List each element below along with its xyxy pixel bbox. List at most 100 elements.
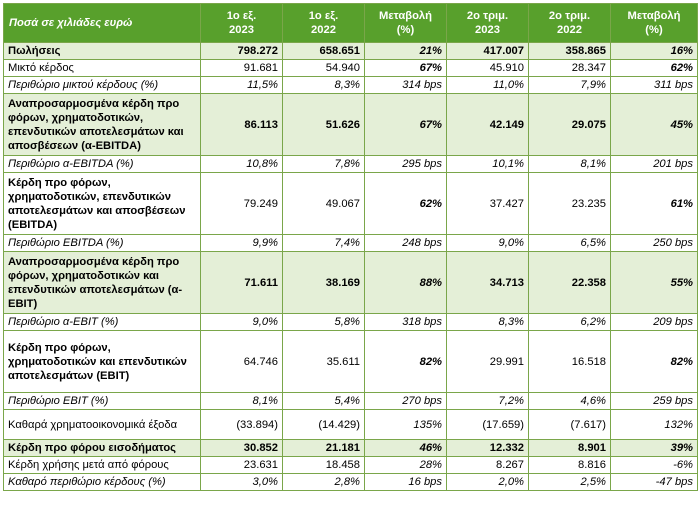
table-cell: 10,1% <box>446 155 529 173</box>
table-cell: 16 bps <box>364 473 447 491</box>
table-cell: 62% <box>364 172 447 235</box>
table-cell: 250 bps <box>610 234 698 252</box>
table-cell: 55% <box>610 251 698 314</box>
table-cell: 295 bps <box>364 155 447 173</box>
table-cell: 82% <box>610 330 698 393</box>
table-cell: 8.816 <box>528 456 611 474</box>
table-cell: 7,2% <box>446 392 529 410</box>
table-cell: 417.007 <box>446 42 529 60</box>
column-header: Μεταβολή (%) <box>610 3 698 43</box>
table-row: Κέρδη χρήσης μετά από φόρους 23.631 18.458… <box>3 456 698 474</box>
table-cell: 6,5% <box>528 234 611 252</box>
row-label: Κέρδη προ φόρου εισοδήματος <box>3 439 201 457</box>
table-cell: 54.940 <box>282 59 365 77</box>
table-cell: 79.249 <box>200 172 283 235</box>
table-cell: 67% <box>364 93 447 156</box>
table-row: Κέρδη προ φόρων, χρηματοδοτικών, επενδυτ… <box>3 172 698 235</box>
table-cell: 91.681 <box>200 59 283 77</box>
header-label: Ποσά σε χιλιάδες ευρώ <box>3 3 201 43</box>
row-label: Αναπροσαρμοσμένα κέρδη προ φόρων, χρηματ… <box>3 251 201 314</box>
row-label: Κέρδη προ φόρων, χρηματοδοτικών και επεν… <box>3 330 201 393</box>
table-cell: 39% <box>610 439 698 457</box>
row-label: Περιθώριο EBIT (%) <box>3 392 201 410</box>
table-cell: 8,3% <box>282 76 365 94</box>
table-cell: 21% <box>364 42 447 60</box>
table-cell: (33.894) <box>200 409 283 440</box>
table-cell: 82% <box>364 330 447 393</box>
row-label: Κέρδη προ φόρων, χρηματοδοτικών, επενδυτ… <box>3 172 201 235</box>
row-label: Καθαρό περιθώριο κέρδους (%) <box>3 473 201 491</box>
table-cell: 28% <box>364 456 447 474</box>
table-row: Αναπροσαρμοσμένα κέρδη προ φόρων, χρηματ… <box>3 251 698 314</box>
table-cell: 4,6% <box>528 392 611 410</box>
table-row: Περιθώριο EBITDA (%) 9,9% 7,4% 248 bps 9,0% 6… <box>3 234 698 252</box>
table-cell: 21.181 <box>282 439 365 457</box>
table-cell: 7,4% <box>282 234 365 252</box>
table-header-row: Ποσά σε χιλιάδες ευρώ 1ο εξ. 2023 1ο εξ. 202… <box>3 3 698 43</box>
table-cell: 11,0% <box>446 76 529 94</box>
table-cell: 5,8% <box>282 313 365 331</box>
row-label: Περιθώριο α-EBITDA (%) <box>3 155 201 173</box>
table-cell: 38.169 <box>282 251 365 314</box>
row-label: Αναπροσαρμοσμένα κέρδη προ φόρων, χρηματ… <box>3 93 201 156</box>
table-row: Περιθώριο α-EBIT (%) 9,0% 5,8% 318 bps 8,3% 6… <box>3 313 698 331</box>
table-cell: 22.358 <box>528 251 611 314</box>
table-cell: 8,3% <box>446 313 529 331</box>
table-row: Καθαρό περιθώριο κέρδους (%) 3,0% 2,8% 16 b… <box>3 473 698 491</box>
table-cell: 209 bps <box>610 313 698 331</box>
table-cell: 35.611 <box>282 330 365 393</box>
table-cell: 3,0% <box>200 473 283 491</box>
table-cell: 8.901 <box>528 439 611 457</box>
table-cell: 29.075 <box>528 93 611 156</box>
table-cell: 16.518 <box>528 330 611 393</box>
table-row: Πωλήσεις 798.272 658.651 21% 417.007 358.865 1… <box>3 42 698 60</box>
table-cell: (7.617) <box>528 409 611 440</box>
table-cell: 2,8% <box>282 473 365 491</box>
table-cell: 248 bps <box>364 234 447 252</box>
row-label: Καθαρά χρηματοοικονομικά έξοδα <box>3 409 201 440</box>
table-cell: 42.149 <box>446 93 529 156</box>
table-cell: (17.659) <box>446 409 529 440</box>
table-cell: 270 bps <box>364 392 447 410</box>
table-cell: 311 bps <box>610 76 698 94</box>
column-header: 1ο εξ. 2022 <box>282 3 365 43</box>
table-cell: 9,0% <box>446 234 529 252</box>
table-cell: 8,1% <box>200 392 283 410</box>
column-header: 2ο τριμ. 2023 <box>446 3 529 43</box>
table-cell: 71.611 <box>200 251 283 314</box>
row-label: Πωλήσεις <box>3 42 201 60</box>
table-cell: 6,2% <box>528 313 611 331</box>
table-cell: 86.113 <box>200 93 283 156</box>
table-cell: 2,0% <box>446 473 529 491</box>
table-cell: 49.067 <box>282 172 365 235</box>
table-cell: 29.991 <box>446 330 529 393</box>
table-cell: 37.427 <box>446 172 529 235</box>
table-cell: 314 bps <box>364 76 447 94</box>
column-header: Μεταβολή (%) <box>364 3 447 43</box>
table-cell: 9,0% <box>200 313 283 331</box>
table-cell: 658.651 <box>282 42 365 60</box>
table-cell: 132% <box>610 409 698 440</box>
table-row: Περιθώριο EBIT (%) 8,1% 5,4% 270 bps 7,2% 4,6… <box>3 392 698 410</box>
table-cell: 18.458 <box>282 456 365 474</box>
table-cell: 9,9% <box>200 234 283 252</box>
table-row: Περιθώριο μικτού κέρδους (%) 11,5% 8,3% 314… <box>3 76 698 94</box>
table-cell: 61% <box>610 172 698 235</box>
table-cell: 358.865 <box>528 42 611 60</box>
table-cell: 8.267 <box>446 456 529 474</box>
table-cell: 135% <box>364 409 447 440</box>
table-cell: 7,9% <box>528 76 611 94</box>
table-cell: 28.347 <box>528 59 611 77</box>
table-cell: (14.429) <box>282 409 365 440</box>
table-row: Κέρδη προ φόρου εισοδήματος 30.852 21.181 4… <box>3 439 698 457</box>
financial-results-table: Ποσά σε χιλιάδες ευρώ 1ο εξ. 2023 1ο εξ. 202… <box>3 3 698 491</box>
table-cell: 67% <box>364 59 447 77</box>
table-cell: 8,1% <box>528 155 611 173</box>
table-cell: 45.910 <box>446 59 529 77</box>
table-cell: 23.235 <box>528 172 611 235</box>
table-cell: -47 bps <box>610 473 698 491</box>
table-cell: 45% <box>610 93 698 156</box>
table-cell: 10,8% <box>200 155 283 173</box>
table-cell: 259 bps <box>610 392 698 410</box>
table-cell: 798.272 <box>200 42 283 60</box>
